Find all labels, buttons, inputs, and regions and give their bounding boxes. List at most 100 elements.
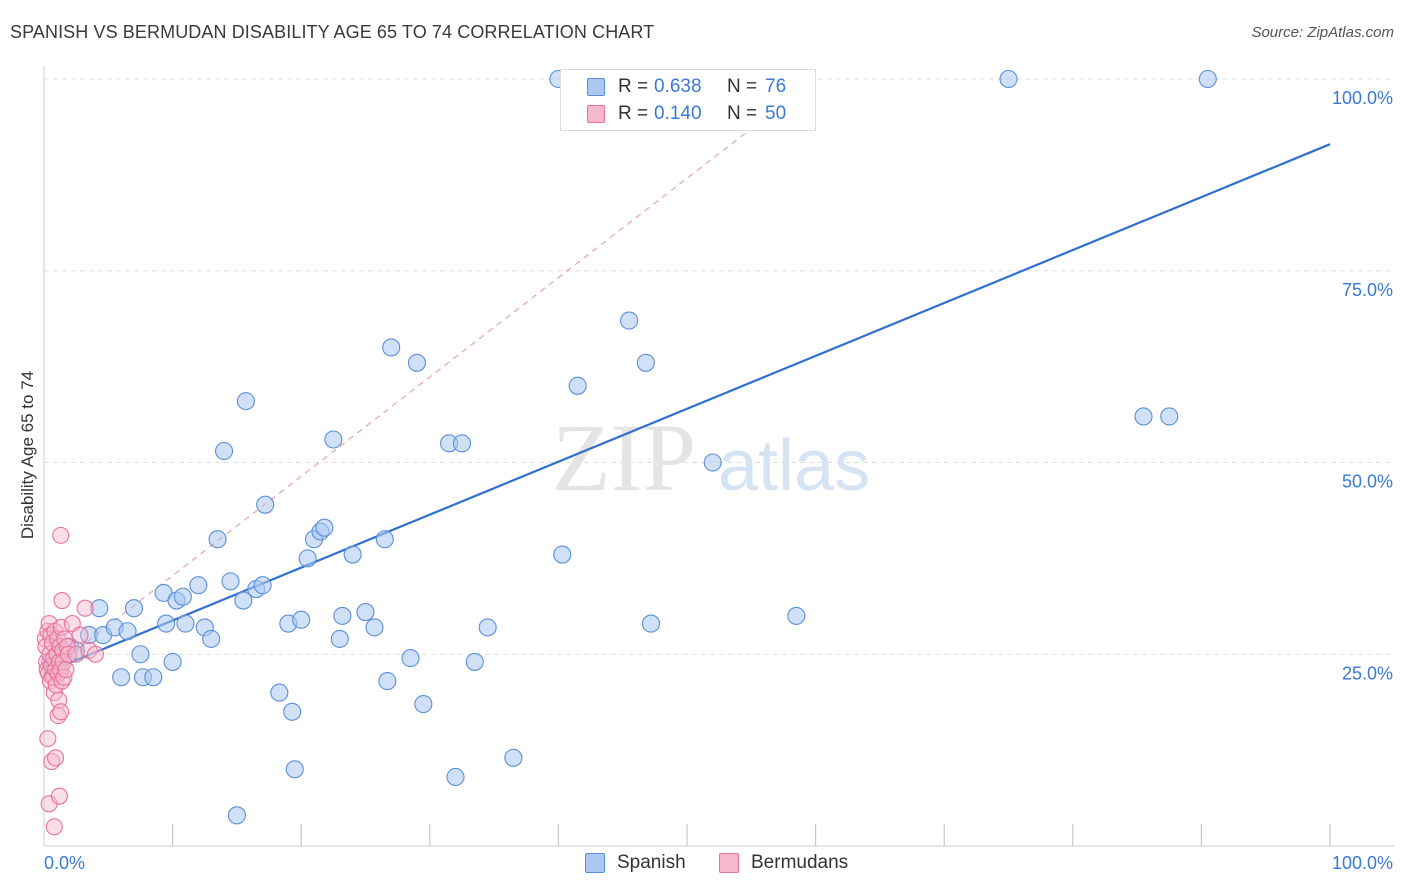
spanish-point [999,69,1018,89]
spanish-point [504,748,523,767]
bermudans-point [50,787,68,805]
spanish-point [382,338,401,357]
bermudans-point [71,626,89,644]
y-tick-label: 50.0% [1342,472,1393,492]
spanish-point [292,610,311,629]
data-points [36,69,1217,836]
spanish-point [131,645,150,664]
bermudans-point [57,661,75,679]
spanish-point [285,760,304,779]
spanish-point [298,549,317,568]
spanish-point [1160,407,1179,426]
spanish-point [375,530,394,549]
n-label: N = [727,76,758,97]
n-value: 50 [765,103,787,124]
legend-label: Bermudans [751,852,849,873]
spanish-point [112,668,131,687]
bermudans-swatch [719,853,739,873]
n-value: 76 [765,76,787,97]
bermudans-point [52,526,70,544]
spanish-point [636,353,655,372]
spanish-point [478,618,497,637]
spanish-point [90,599,109,618]
n-label: N = [727,103,758,124]
spanish-point [452,434,472,453]
spanish-swatch [587,78,605,96]
grid-lines [44,78,1394,655]
spanish-trend-line [43,143,1331,675]
spanish-point [378,672,397,691]
spanish-point [407,353,426,372]
spanish-point [202,629,221,648]
spanish-point [414,695,433,714]
bermudans-point [39,730,57,748]
chart-title: SPANISH VS BERMUDAN DISABILITY AGE 65 TO… [10,22,655,42]
spanish-point [208,530,227,549]
spanish-swatch [585,853,605,873]
spanish-point [641,614,661,633]
spanish-point [176,614,195,633]
bermudans-trend-line [43,78,816,676]
spanish-point [365,618,384,637]
y-tick-label: 75.0% [1342,280,1393,300]
spanish-point [553,545,572,564]
x-tick-label: 0.0% [44,853,85,873]
spanish-point [189,576,208,595]
spanish-point [270,683,289,702]
spanish-point [333,606,352,625]
spanish-point [703,453,722,472]
legend-label: Spanish [617,852,686,873]
bermudans-point [67,645,85,663]
bermudans-point [47,749,65,767]
spanish-point [787,606,806,625]
bermudans-swatch [587,105,605,123]
spanish-point [118,622,137,641]
spanish-point [253,576,272,595]
spanish-point [214,441,234,461]
spanish-point [330,629,349,648]
spanish-point [343,545,362,564]
spanish-point [356,603,375,622]
spanish-point [157,614,176,633]
tick-labels: 100.0% 75.0% 50.0% 25.0% 0.0% 100.0% [44,88,1393,873]
spanish-point [221,572,240,591]
spanish-point [236,392,255,411]
chart-source: Source: ZipAtlas.com [1251,24,1394,41]
y-tick-label: 100.0% [1332,88,1393,108]
spanish-point [568,376,587,395]
legend-row-bermudans: R = 0.140 N = 50 [561,101,817,127]
r-label: R = [618,103,649,124]
spanish-point [315,518,334,537]
r-value: 0.140 [654,103,702,124]
spanish-point [144,668,163,687]
bermudans-point [52,703,70,721]
spanish-point [465,652,484,671]
spanish-point [1134,407,1153,426]
spanish-point [173,587,192,606]
y-tick-label: 25.0% [1342,663,1393,683]
x-tick-label: 100.0% [1332,853,1393,873]
watermark: ZIP atlas [552,404,870,511]
spanish-point [1198,69,1217,89]
correlation-legend: R = 0.638 N = 76 R = 0.140 N = 50 [560,69,816,131]
spanish-point [256,495,275,514]
spanish-point [620,311,639,330]
legend-row-spanish: R = 0.638 N = 76 [561,74,817,100]
spanish-point [124,599,144,618]
spanish-point [283,702,302,721]
bermudans-point [86,645,104,663]
spanish-point [324,430,343,449]
r-label: R = [618,76,649,97]
bermudans-point [53,592,71,610]
spanish-point [227,806,246,825]
bermudans-point [76,599,94,617]
watermark-zip: ZIP [552,404,696,511]
bermudans-point [45,818,63,836]
watermark-atlas: atlas [718,426,870,506]
spanish-point [401,649,420,668]
spanish-point [234,591,253,610]
spanish-point [163,652,182,671]
axes [43,66,1394,847]
spanish-point [446,767,465,787]
